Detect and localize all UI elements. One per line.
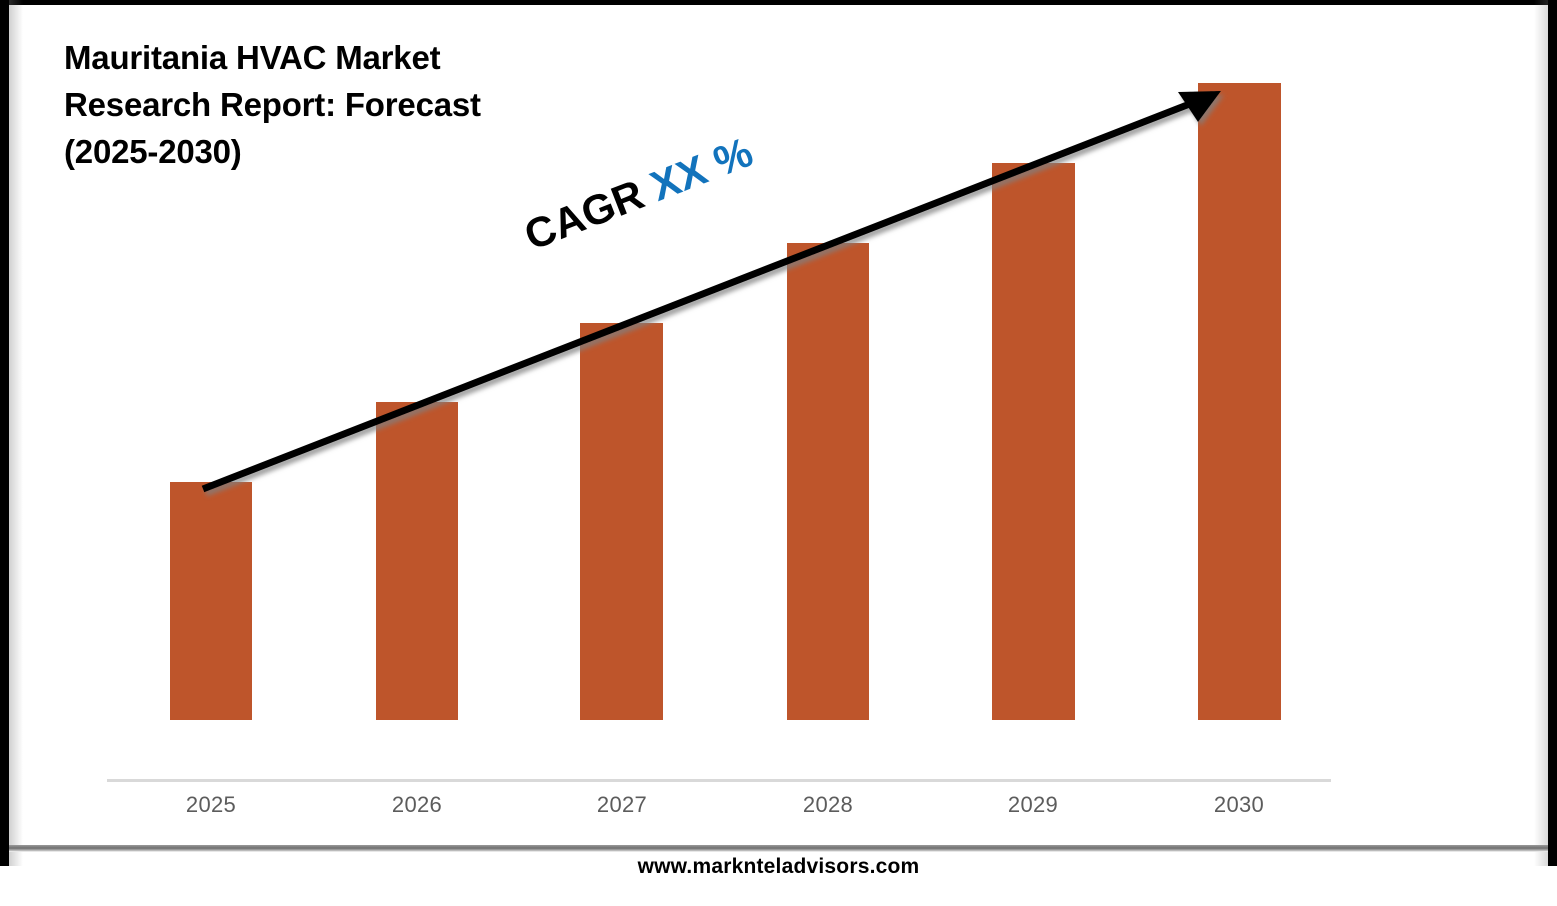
x-tick-label-2027: 2027	[596, 792, 648, 817]
plot-area: 2025 2026 2027 2028 2029 2030 CAGR XX %	[107, 83, 1331, 817]
cagr-value: XX %	[644, 127, 759, 210]
footer-website-url[interactable]: www.marknteladvisors.com	[637, 855, 920, 878]
bar-2025	[170, 482, 252, 720]
x-tick-label-2029: 2029	[1007, 792, 1059, 817]
frame-shadow-left	[9, 0, 23, 866]
bar-2030	[1198, 83, 1281, 720]
footer-divider	[9, 845, 1548, 852]
x-tick-label-2030: 2030	[1213, 792, 1265, 817]
frame-border-right	[1548, 0, 1557, 866]
bar-2028	[787, 243, 869, 720]
frame-shadow-right	[1534, 0, 1548, 866]
bar-2029	[992, 163, 1075, 720]
x-tick-label-2028: 2028	[802, 792, 854, 817]
frame-border-top	[0, 0, 1557, 5]
x-tick-label-2026: 2026	[391, 792, 443, 817]
x-tick-label-2025: 2025	[185, 792, 237, 817]
frame-border-left	[0, 0, 9, 866]
bar-2027	[580, 323, 663, 720]
x-axis-line	[107, 779, 1331, 782]
bar-2026	[376, 402, 458, 720]
cagr-label: CAGR	[517, 170, 651, 259]
cagr-annotation: CAGR XX %	[517, 127, 759, 259]
